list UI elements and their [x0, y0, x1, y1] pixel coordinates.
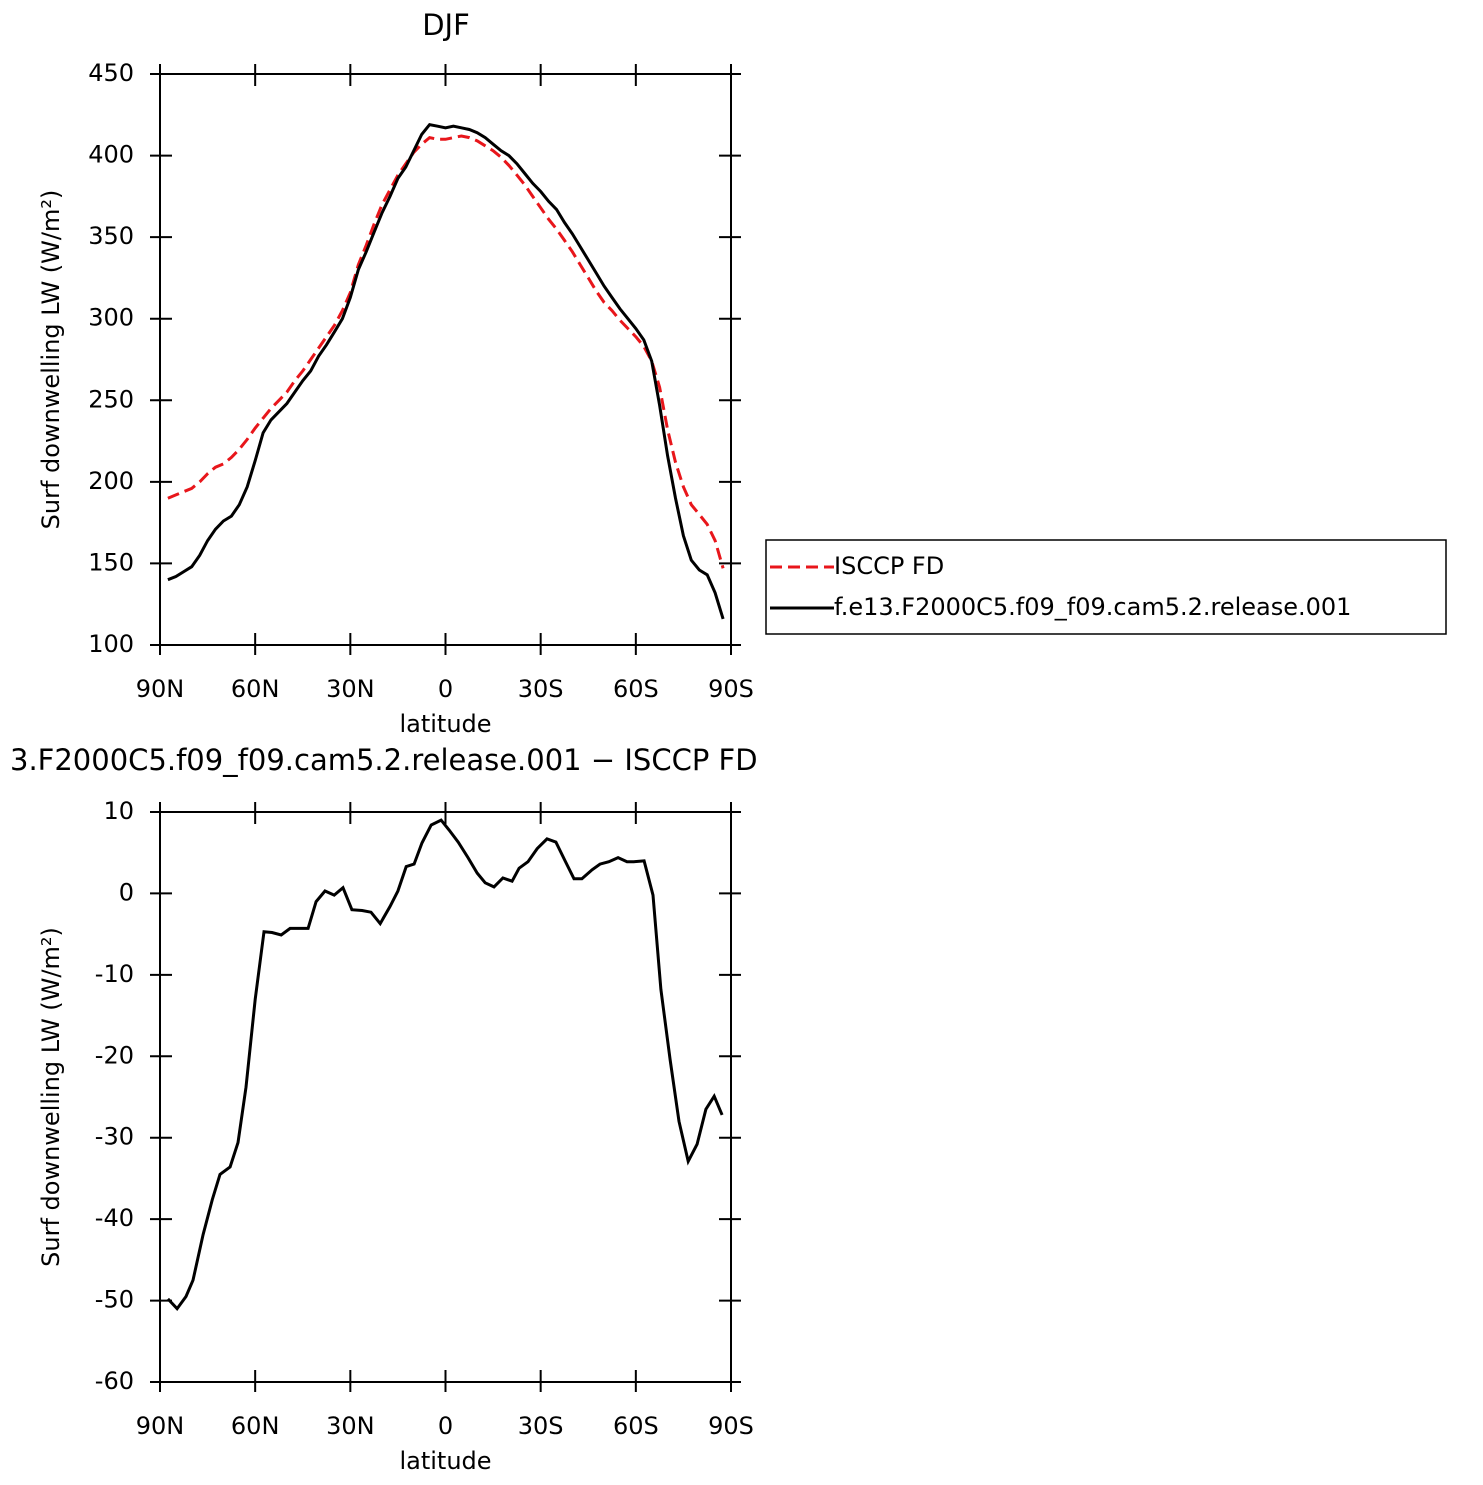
x-axis-label: latitude [399, 1447, 491, 1475]
y-tick-label: 250 [88, 385, 134, 413]
plot-frame [159, 811, 732, 1383]
y-tick-label: 350 [88, 222, 134, 250]
x-tick-label: 30N [326, 1412, 375, 1440]
legend-box [765, 539, 1447, 635]
chart-title: 3.F2000C5.f09_f09.cam5.2.release.001 − I… [10, 743, 758, 777]
y-tick-label: -10 [95, 960, 134, 988]
y-tick-label: 0 [119, 878, 134, 906]
x-tick-label: 90S [708, 1412, 754, 1440]
y-tick-label: 300 [88, 304, 134, 332]
y-tick-label: 10 [103, 797, 134, 825]
data-line [167, 134, 725, 569]
y-tick-label: 200 [88, 467, 134, 495]
x-tick-label: 30S [518, 675, 564, 703]
y-tick-label: 100 [88, 630, 134, 658]
x-tick-label: 30S [518, 1412, 564, 1440]
x-tick-label: 0 [438, 1412, 453, 1440]
x-tick-label: 90N [136, 675, 185, 703]
y-tick-label: -30 [95, 1123, 134, 1151]
y-tick-label: 150 [88, 548, 134, 576]
plot-frame [159, 73, 732, 646]
y-tick-label: -20 [95, 1041, 134, 1069]
chart-title: DJF [422, 8, 470, 42]
x-tick-label: 90S [708, 675, 754, 703]
y-axis-label: Surf downwelling LW (W/m²) [37, 190, 65, 530]
y-tick-label: -60 [95, 1367, 134, 1395]
x-tick-label: 60S [613, 1412, 659, 1440]
y-tick-label: -50 [95, 1286, 134, 1314]
data-line [167, 122, 725, 620]
x-tick-label: 60N [231, 675, 280, 703]
x-tick-label: 0 [438, 675, 453, 703]
x-tick-label: 60S [613, 675, 659, 703]
data-line [166, 818, 724, 1312]
x-axis-label: latitude [399, 710, 491, 738]
y-tick-label: 450 [88, 59, 134, 87]
y-tick-label: 400 [88, 141, 134, 169]
y-axis-label: Surf downwelling LW (W/m²) [37, 927, 65, 1267]
y-tick-label: -40 [95, 1204, 134, 1232]
legend-label: ISCCP FD [834, 552, 944, 580]
x-tick-label: 30N [326, 675, 375, 703]
x-tick-label: 90N [136, 1412, 185, 1440]
legend-label: f.e13.F2000C5.f09_f09.cam5.2.release.001 [834, 593, 1351, 621]
x-tick-label: 60N [231, 1412, 280, 1440]
